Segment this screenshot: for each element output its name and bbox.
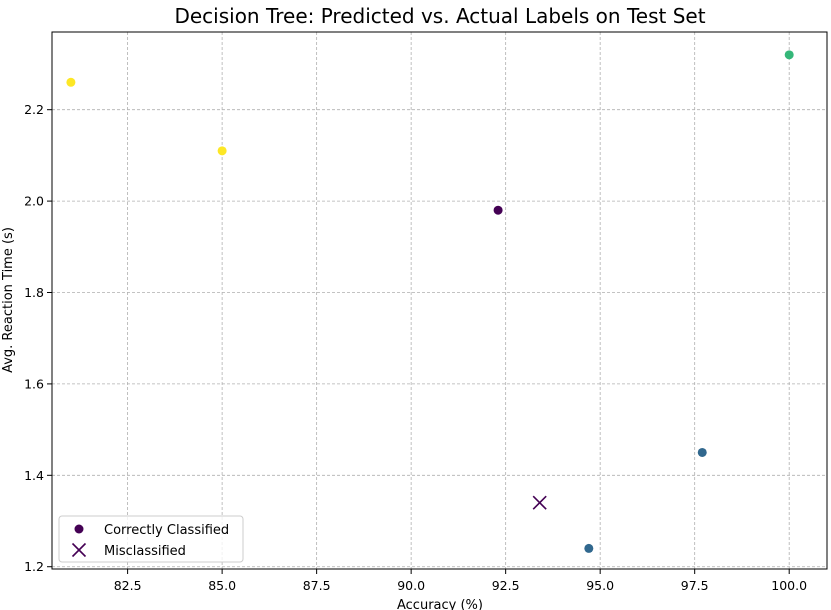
- correct-point: [217, 146, 227, 156]
- x-tick-label: 87.5: [303, 578, 331, 593]
- legend-x-glyph: [71, 542, 87, 558]
- axis-ticks: 82.5 85.0 87.5 90.0 92.5 95.0 97.5 100.0 1.2 1.4 1…: [24, 102, 807, 593]
- correct-point: [584, 543, 594, 553]
- y-tick-label: 1.4: [24, 468, 44, 483]
- chart-title: Decision Tree: Predicted vs. Actual Labe…: [174, 4, 705, 28]
- legend-marker-correct: [74, 524, 84, 534]
- x-tick-label: 95.0: [586, 578, 614, 593]
- x-tick-label: 85.0: [208, 578, 236, 593]
- legend-label-misclassified: Misclassified: [104, 544, 186, 559]
- legend-box: [58, 515, 244, 563]
- correct-point: [493, 205, 503, 215]
- y-tick-label: 2.0: [24, 194, 44, 209]
- grid-lines: [52, 32, 827, 569]
- y-tick-label: 2.2: [24, 102, 44, 117]
- x-tick-label: 92.5: [492, 578, 520, 593]
- correct-point: [784, 50, 794, 60]
- x-tick-label: 90.0: [397, 578, 425, 593]
- data-points: [66, 50, 794, 553]
- legend-label-correct: Correctly Classified: [104, 523, 229, 538]
- x-tick-label: 97.5: [681, 578, 709, 593]
- x-tick-label: 82.5: [114, 578, 142, 593]
- plot-frame: [51, 31, 828, 570]
- y-axis-label: Avg. Reaction Time (s): [1, 227, 16, 373]
- x-axis-label: Accuracy (%): [397, 598, 483, 610]
- correct-point: [697, 447, 707, 457]
- x-tick-label: 100.0: [771, 578, 807, 593]
- y-tick-label: 1.2: [24, 559, 44, 574]
- correct-point: [66, 77, 76, 87]
- legend: Correctly Classified Misclassified: [58, 515, 244, 563]
- misclassified-point: [532, 495, 547, 510]
- y-tick-label: 1.6: [24, 376, 44, 391]
- y-tick-label: 1.8: [24, 285, 44, 300]
- legend-marker-misclassified: [71, 542, 87, 558]
